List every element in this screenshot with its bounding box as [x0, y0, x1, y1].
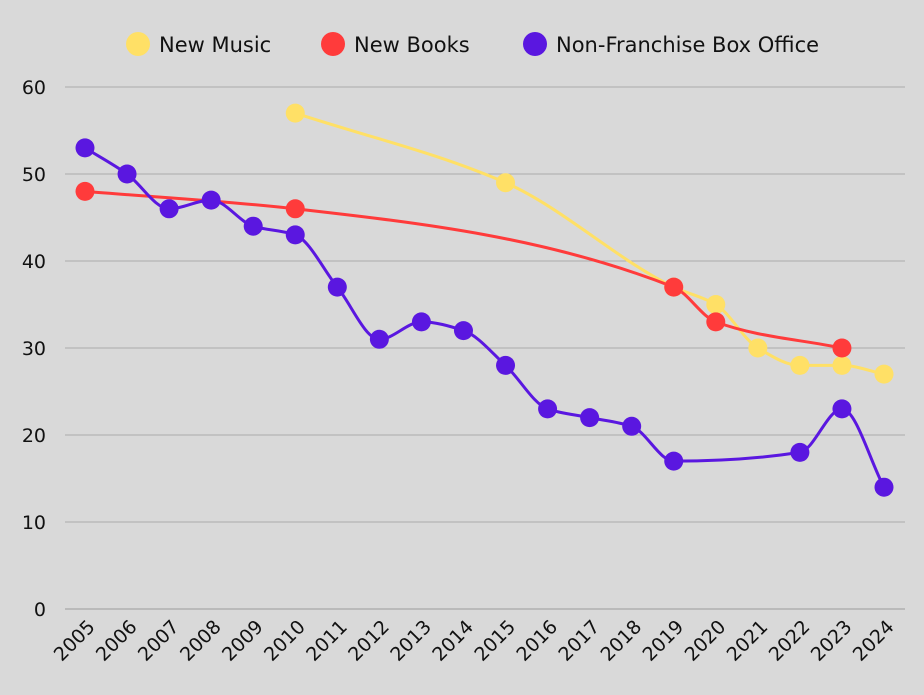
y-tick-label: 0	[34, 599, 46, 621]
legend-item: New Books	[321, 32, 470, 57]
data-point	[496, 173, 516, 193]
data-point	[285, 199, 305, 219]
x-tick-label: 2013	[386, 616, 436, 666]
data-point	[790, 355, 810, 375]
data-point	[75, 181, 95, 201]
series-lines	[83, 111, 886, 489]
x-tick-label: 2011	[302, 616, 352, 666]
data-point	[201, 190, 221, 210]
x-axis: 2005200620072008200920102011201220132014…	[50, 616, 899, 666]
data-point	[411, 312, 431, 332]
data-point	[664, 277, 684, 297]
y-tick-label: 60	[22, 77, 46, 99]
legend-label: New Music	[159, 33, 271, 57]
x-tick-label: 2024	[849, 616, 899, 666]
x-tick-label: 2010	[260, 616, 310, 666]
x-tick-label: 2022	[765, 616, 815, 666]
y-tick-label: 50	[22, 164, 46, 186]
legend-item: Non-Franchise Box Office	[523, 32, 819, 57]
legend-label: Non-Franchise Box Office	[556, 33, 819, 57]
data-point	[285, 225, 305, 245]
data-point	[580, 408, 600, 428]
data-point	[874, 364, 894, 384]
data-point	[496, 355, 516, 375]
data-point	[159, 199, 179, 219]
grid-lines	[65, 86, 905, 610]
x-tick-label: 2020	[681, 616, 731, 666]
data-point	[327, 277, 347, 297]
data-point	[832, 355, 852, 375]
x-tick-label: 2014	[428, 616, 478, 666]
data-point	[748, 338, 768, 358]
y-tick-label: 10	[22, 512, 46, 534]
y-tick-label: 40	[22, 251, 46, 273]
data-point	[243, 216, 263, 236]
data-point	[664, 451, 684, 471]
x-tick-label: 2017	[554, 616, 604, 666]
legend-label: New Books	[354, 33, 470, 57]
data-point	[706, 295, 726, 314]
data-point	[790, 442, 810, 462]
y-tick-label: 30	[22, 338, 46, 360]
data-point	[832, 338, 852, 358]
x-tick-label: 2007	[134, 616, 184, 666]
legend-item: New Music	[126, 32, 271, 57]
legend-marker	[126, 32, 150, 56]
data-point	[622, 416, 642, 436]
y-axis: 0 10 20 30 40 50 60	[22, 77, 46, 621]
x-tick-label: 2012	[344, 616, 394, 666]
x-tick-label: 2016	[512, 616, 562, 666]
x-tick-label: 2019	[639, 616, 689, 666]
data-point	[874, 477, 894, 497]
data-point	[369, 329, 389, 349]
x-tick-label: 2009	[218, 616, 268, 666]
series-points	[75, 103, 894, 497]
data-point	[117, 164, 137, 184]
data-point	[832, 399, 852, 419]
x-tick-label: 2006	[92, 616, 142, 666]
data-point	[75, 138, 95, 158]
legend-marker	[523, 32, 547, 56]
y-tick-label: 20	[22, 425, 46, 447]
x-tick-label: 2008	[176, 616, 226, 666]
data-point	[453, 321, 473, 341]
x-tick-label: 2021	[723, 616, 773, 666]
legend-marker	[321, 32, 345, 56]
data-point	[706, 312, 726, 332]
x-tick-label: 2015	[470, 616, 520, 666]
data-point	[538, 399, 558, 419]
x-tick-label: 2018	[596, 616, 646, 666]
x-tick-label: 2023	[807, 616, 857, 666]
legend: New Music New Books Non-Franchise Box Offi…	[126, 32, 819, 57]
x-tick-label: 2005	[50, 616, 100, 666]
data-point	[285, 103, 305, 123]
